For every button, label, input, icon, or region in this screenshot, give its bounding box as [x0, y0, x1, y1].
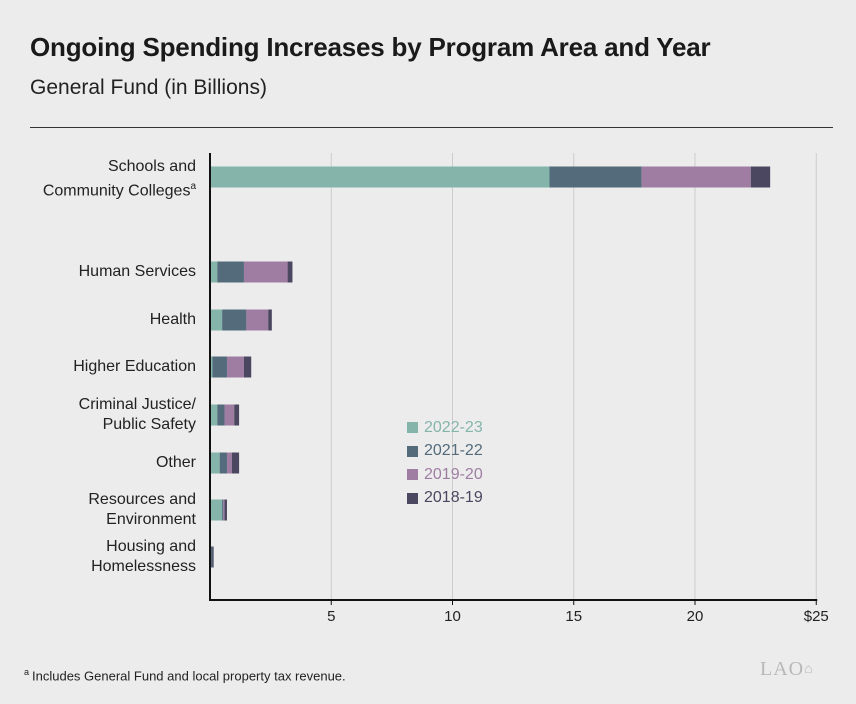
bar-1-1: [217, 261, 244, 283]
lao-logo: LAO⌂: [760, 658, 814, 681]
bar-4-2: [224, 404, 235, 426]
bar-3-1: [212, 356, 227, 378]
chart-subtitle: General Fund (in Billions): [30, 76, 267, 99]
category-label-5: Other: [155, 454, 196, 471]
bar-0-1: [549, 166, 642, 188]
legend-swatch: [407, 492, 418, 504]
legend-item-1: 2021-22: [407, 440, 483, 464]
bar-4-0: [210, 404, 218, 426]
x-tick-label-0: 5: [327, 608, 335, 625]
bar-2-1: [222, 309, 247, 331]
legend-item-3: 2018-19: [407, 487, 483, 511]
category-label-3: Higher Education: [73, 358, 196, 375]
bar-6-3: [224, 499, 227, 521]
legend-swatch: [407, 469, 418, 481]
bar-7-1: [210, 546, 213, 568]
x-tick-label-4: $25: [804, 608, 829, 625]
chart-title: Ongoing Spending Increases by Program Ar…: [30, 32, 711, 62]
category-label-0: Schools and Community Collegesa: [42, 158, 196, 200]
legend-label: 2018-19: [424, 489, 483, 507]
bar-2-3: [268, 309, 272, 331]
category-label-7: Housing and Homelessness: [91, 538, 196, 575]
category-label-4: Criminal Justice/Public Safety: [78, 396, 196, 433]
bar-3-3: [243, 356, 252, 378]
bar-0-0: [210, 166, 550, 188]
bar-1-2: [243, 261, 288, 283]
bar-6-1: [222, 499, 224, 521]
chart-legend: 2022-23 2021-22 2019-20 2018-19: [407, 416, 483, 510]
category-label-1: Human Services: [78, 263, 196, 280]
bar-5-3: [231, 452, 240, 474]
bar-chart: 5 10 15 20 $25: [209, 153, 829, 625]
bar-6-0: [210, 499, 223, 521]
bar-3-2: [226, 356, 244, 378]
bar-4-3: [234, 404, 240, 426]
header-divider: [30, 127, 833, 128]
legend-item-0: 2022-23: [407, 416, 483, 440]
legend-swatch: [407, 422, 418, 434]
legend-item-2: 2019-20: [407, 463, 483, 487]
bar-7-3: [212, 546, 214, 568]
logo-text: LAO: [760, 658, 805, 680]
bar-1-3: [287, 261, 293, 283]
bar-0-2: [641, 166, 751, 188]
legend-swatch: [407, 445, 418, 457]
bar-5-1: [219, 452, 227, 474]
x-tick-label-2: 15: [565, 608, 582, 625]
bar-6-2: [223, 499, 225, 521]
bar-2-0: [210, 309, 223, 331]
legend-label: 2022-23: [424, 418, 483, 436]
category-label-6: Resources and Environment: [88, 491, 196, 528]
bar-4-1: [217, 404, 225, 426]
x-tick-label-3: 20: [687, 608, 704, 625]
bar-5-2: [226, 452, 232, 474]
category-label-2: Health: [149, 311, 196, 328]
x-tick-label-1: 10: [444, 608, 461, 625]
bar-0-3: [750, 166, 771, 188]
bar-1-0: [210, 261, 218, 283]
legend-label: 2021-22: [424, 442, 483, 460]
footnote: a Includes General Fund and local propert…: [24, 667, 346, 683]
footnote-text: Includes General Fund and local property…: [32, 668, 346, 684]
footnote-mark: a: [24, 667, 30, 677]
footnote-mark-ref: a: [190, 181, 196, 192]
capitol-dome-icon: ⌂: [804, 662, 814, 677]
bar-3-0: [210, 356, 213, 378]
bar-2-2: [246, 309, 269, 331]
bar-5-0: [210, 452, 220, 474]
legend-label: 2019-20: [424, 465, 483, 483]
